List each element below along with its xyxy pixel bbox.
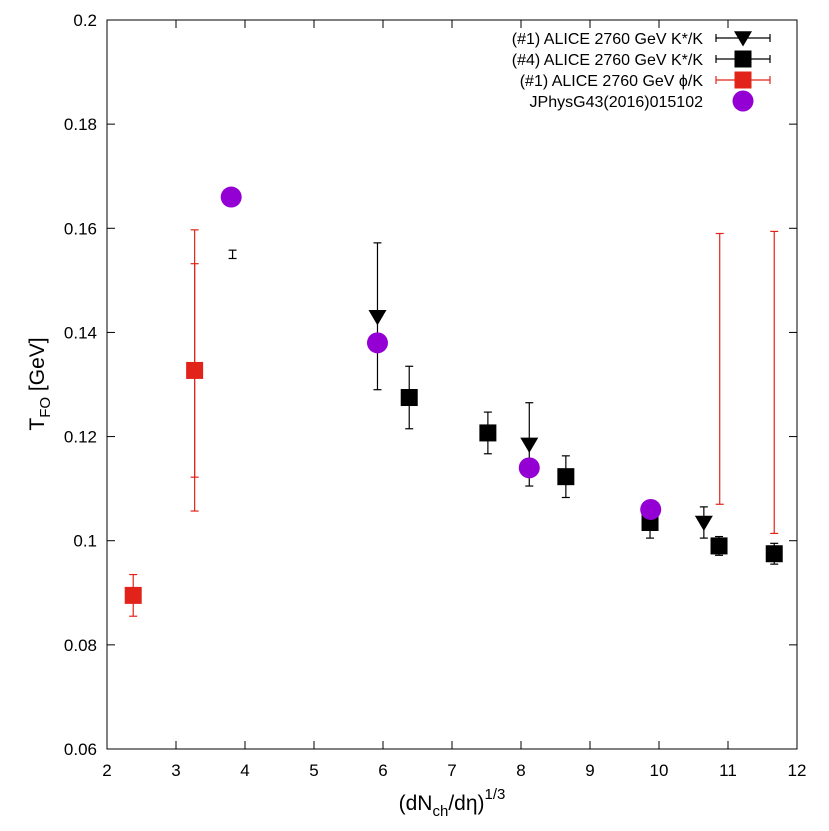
legend-marker bbox=[734, 71, 752, 89]
y-tick-label: 0.1 bbox=[73, 532, 97, 551]
legend-marker bbox=[734, 50, 752, 68]
data-point bbox=[520, 437, 539, 453]
x-tick-label: 3 bbox=[171, 761, 180, 780]
data-series bbox=[124, 186, 783, 617]
legend-label: (#1) ALICE 2760 GeV K*/K bbox=[512, 31, 704, 48]
series-1 bbox=[228, 242, 713, 539]
x-tick-label: 10 bbox=[650, 761, 669, 780]
data-point bbox=[765, 545, 783, 563]
data-point bbox=[710, 537, 728, 555]
x-tick-label: 9 bbox=[585, 761, 594, 780]
data-point bbox=[479, 424, 497, 442]
x-tick-label: 8 bbox=[516, 761, 525, 780]
x-axis-label: (dNch/dη)1/3 bbox=[399, 786, 506, 820]
x-tick-label: 5 bbox=[309, 761, 318, 780]
x-tick-label: 4 bbox=[240, 761, 249, 780]
legend-label: JPhysG43(2016)015102 bbox=[530, 94, 704, 111]
series-2 bbox=[400, 365, 783, 565]
x-tick-label: 12 bbox=[788, 761, 807, 780]
y-tick-label: 0.18 bbox=[64, 115, 97, 134]
x-tick-label: 7 bbox=[447, 761, 456, 780]
series-3 bbox=[124, 229, 779, 617]
legend-label: (#1) ALICE 2760 GeV ϕ/K bbox=[520, 73, 704, 90]
y-tick-label: 0.14 bbox=[64, 323, 97, 342]
legend-marker bbox=[732, 90, 754, 112]
legend: (#1) ALICE 2760 GeV K*/K (#4) ALICE 2760 … bbox=[512, 31, 771, 112]
y-tick-label: 0.16 bbox=[64, 219, 97, 238]
x-tick-label: 6 bbox=[378, 761, 387, 780]
y-tick-label: 0.12 bbox=[64, 428, 97, 447]
y-tick-label: 0.2 bbox=[73, 11, 97, 30]
axes: 2 3 4 5 6 7 8 9 10 11 12 0.06 0.08 0.1 0.12 0.14 0.16 0.1… bbox=[64, 11, 807, 780]
data-point bbox=[557, 468, 575, 486]
x-tick-label: 2 bbox=[102, 761, 111, 780]
y-tick-label: 0.06 bbox=[64, 740, 97, 759]
data-point bbox=[124, 586, 142, 604]
y-axis-label: TFO [GeV] bbox=[26, 337, 54, 430]
data-point bbox=[400, 389, 418, 407]
data-point bbox=[694, 515, 713, 532]
data-point bbox=[368, 310, 387, 326]
data-point bbox=[366, 332, 388, 354]
data-point bbox=[220, 186, 242, 208]
series-4 bbox=[220, 186, 662, 520]
x-tick-label: 11 bbox=[719, 761, 737, 780]
legend-marker bbox=[734, 31, 752, 47]
legend-label: (#4) ALICE 2760 GeV K*/K bbox=[512, 52, 704, 69]
data-point bbox=[518, 457, 540, 479]
data-point bbox=[640, 498, 662, 520]
y-tick-label: 0.08 bbox=[64, 636, 97, 655]
